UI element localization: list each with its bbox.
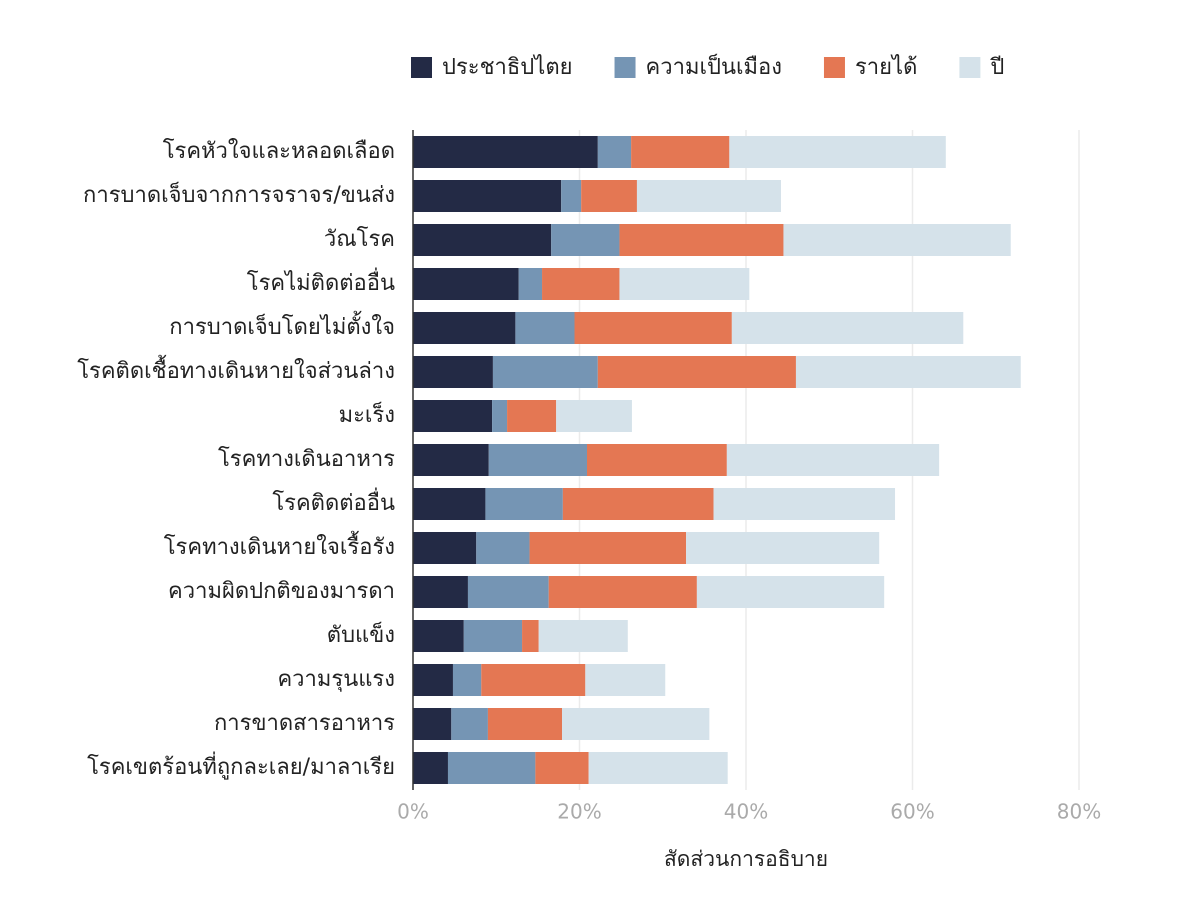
bar-segment bbox=[731, 312, 964, 344]
legend-label: ประชาธิปไตย bbox=[442, 54, 573, 80]
bar-segment bbox=[631, 136, 730, 168]
bar-segment bbox=[619, 268, 750, 300]
y-tick-label: ตับแข็ง bbox=[327, 620, 395, 648]
y-tick-label: โรคทางเดินอาหาร bbox=[218, 446, 395, 472]
legend-swatch bbox=[411, 57, 432, 78]
bar-segment bbox=[588, 752, 728, 784]
bar-segment bbox=[561, 180, 582, 212]
bar-segment bbox=[597, 136, 632, 168]
bar-segment bbox=[562, 708, 710, 740]
bar-segment bbox=[467, 576, 549, 608]
bar-segment bbox=[452, 664, 482, 696]
y-tick-label: มะเร็ง bbox=[339, 400, 395, 428]
x-axis-title: สัดส่วนการอธิบาย bbox=[664, 847, 828, 871]
bar-segment bbox=[413, 224, 552, 256]
x-tick-label: 80% bbox=[1057, 800, 1101, 824]
bar-segment bbox=[413, 752, 448, 784]
y-tick-label: ความผิดปกติของมารดา bbox=[168, 579, 395, 604]
x-tick-label: 40% bbox=[724, 800, 768, 824]
bar-segment bbox=[413, 664, 453, 696]
bar-segment bbox=[507, 400, 557, 432]
bar-segment bbox=[518, 268, 543, 300]
x-tick-label: 0% bbox=[397, 800, 429, 824]
x-tick-label: 60% bbox=[890, 800, 934, 824]
bar-segment bbox=[581, 180, 637, 212]
bar-segment bbox=[636, 180, 781, 212]
bar-segment bbox=[556, 400, 632, 432]
y-tick-label: โรคไม่ติดต่ออื่น bbox=[247, 267, 395, 296]
bar-segment bbox=[476, 532, 530, 564]
y-tick-label: โรคหัวใจและหลอดเลือด bbox=[163, 138, 395, 164]
bar-segment bbox=[413, 356, 493, 388]
bar-segment bbox=[726, 444, 940, 476]
bar-segment bbox=[548, 576, 697, 608]
bar-segment bbox=[515, 312, 575, 344]
bar-segment bbox=[783, 224, 1011, 256]
y-tick-label: โรคทางเดินหายใจเรื้อรัง bbox=[164, 531, 395, 560]
y-tick-label: การบาดเจ็บจากการจราจร/ขนส่ง bbox=[83, 180, 395, 208]
bar-segment bbox=[538, 620, 628, 652]
y-tick-label: โรคติดต่ออื่น bbox=[272, 487, 395, 516]
bar-segment bbox=[795, 356, 1021, 388]
bar-segment bbox=[413, 576, 468, 608]
y-tick-label: การบาดเจ็บโดยไม่ตั้งใจ bbox=[169, 311, 395, 340]
bar-segment bbox=[586, 444, 727, 476]
bar-segment bbox=[463, 620, 523, 652]
bar-segment bbox=[729, 136, 946, 168]
bar-segment bbox=[686, 532, 880, 564]
legend-label: รายได้ bbox=[855, 54, 917, 80]
bar-segment bbox=[413, 268, 519, 300]
legend-swatch bbox=[959, 57, 981, 78]
bar-segment bbox=[488, 444, 587, 476]
bar-segment bbox=[535, 752, 589, 784]
bar-segment bbox=[562, 488, 714, 520]
bar-segment bbox=[585, 664, 666, 696]
bar-segment bbox=[413, 708, 452, 740]
bar-segment bbox=[574, 312, 732, 344]
bar-segment bbox=[487, 708, 563, 740]
bar-segment bbox=[551, 224, 620, 256]
bar-segment bbox=[413, 532, 477, 564]
bar-segment bbox=[542, 268, 620, 300]
bar-segment bbox=[522, 620, 539, 652]
bar-segment bbox=[619, 224, 784, 256]
legend-swatch bbox=[823, 57, 845, 78]
bar-segment bbox=[413, 400, 493, 432]
bar-segment bbox=[413, 180, 562, 212]
bar-segment bbox=[413, 620, 464, 652]
bar-segment bbox=[413, 312, 516, 344]
legend-label: ความเป็นเมือง bbox=[646, 52, 782, 80]
y-tick-label: โรคติดเชื้อทางเดินหายใจส่วนล่าง bbox=[77, 355, 395, 384]
y-tick-label: โรคเขตร้อนที่ถูกละเลย/มาลาเรีย bbox=[87, 751, 395, 780]
bar-segment bbox=[451, 708, 488, 740]
bar-segment bbox=[413, 488, 486, 520]
bar-segment bbox=[492, 356, 598, 388]
y-tick-label: วัณโรค bbox=[324, 226, 395, 252]
bar-segment bbox=[696, 576, 885, 608]
bar-segment bbox=[485, 488, 563, 520]
bar-segment bbox=[529, 532, 687, 564]
y-tick-label: การขาดสารอาหาร bbox=[214, 711, 395, 736]
bar-segment bbox=[492, 400, 508, 432]
bar-segment bbox=[413, 136, 598, 168]
bar-segment bbox=[713, 488, 896, 520]
legend-swatch bbox=[614, 57, 636, 78]
bar-segment bbox=[481, 664, 586, 696]
legend-label: ปี bbox=[989, 55, 1004, 80]
bar-segment bbox=[447, 752, 536, 784]
bar-segment bbox=[413, 444, 489, 476]
x-tick-label: 20% bbox=[557, 800, 601, 824]
y-tick-label: ความรุนแรง bbox=[277, 667, 395, 692]
bar-segment bbox=[597, 356, 796, 388]
